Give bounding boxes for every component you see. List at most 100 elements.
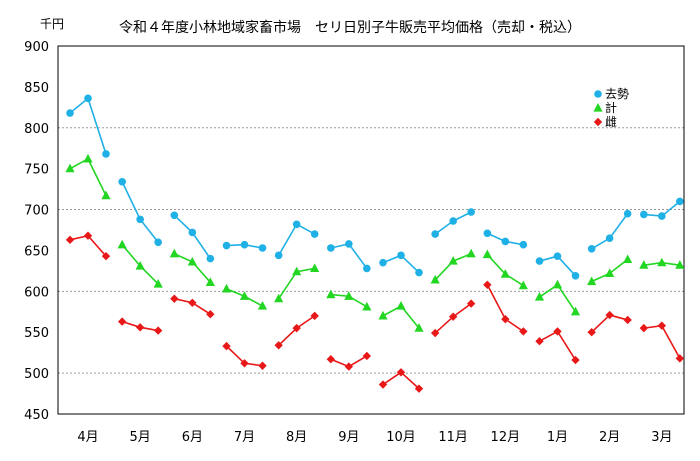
data-point [206,254,215,263]
data-point [448,256,458,265]
data-point [501,314,510,324]
data-point [292,323,301,333]
legend-label: 去勢 [605,86,629,101]
data-point [397,251,405,260]
data-point [414,384,424,393]
data-point [534,292,545,301]
data-point [153,278,163,288]
data-point [587,328,596,337]
data-point [552,279,563,289]
x-tick-label: 3月 [651,430,672,445]
data-point [676,197,684,206]
data-point [623,254,633,264]
data-point [431,230,439,238]
data-point [239,291,250,300]
data-point [170,294,179,303]
data-point [535,257,544,265]
data-point [344,291,354,300]
data-point [553,327,562,336]
data-point [466,248,476,258]
series-line [591,213,629,250]
x-tick-label: 11月 [438,430,468,445]
data-point [658,212,666,220]
data-point [640,210,648,219]
data-point [675,354,685,363]
x-tick-label: 12月 [491,430,521,445]
data-point [135,260,145,270]
data-point [378,380,388,389]
series-1 [66,94,684,280]
data-point [274,251,283,260]
data-point [500,269,510,278]
series-2 [65,153,685,332]
data-point [221,283,232,293]
data-point [84,94,92,103]
legend-marker [594,90,602,98]
data-point [258,244,267,252]
data-point [639,323,649,333]
y-tick-label: 450 [24,408,49,423]
data-point [187,256,197,266]
series-line [486,284,524,333]
data-point [292,266,302,276]
data-point [205,277,215,286]
y-axis-unit: 千円 [40,17,64,31]
data-point [170,211,179,220]
data-point [274,293,284,303]
data-point [483,229,492,238]
y-tick-label: 850 [24,81,49,96]
series-group [65,94,685,393]
legend-item: 去勢 [594,86,629,101]
data-point [362,301,372,311]
data-point [274,341,283,350]
data-point [518,280,528,290]
data-point [83,153,93,163]
data-point [326,355,336,364]
legend-marker [593,117,603,127]
data-point [292,220,301,229]
y-tick-label: 900 [24,40,49,55]
data-point [414,323,424,332]
data-point [310,263,320,273]
x-tick-label: 1月 [547,430,568,445]
series-line [69,157,107,197]
plot-frame [57,45,685,415]
series-line [539,283,577,313]
gridlines [58,127,684,374]
data-point [66,109,74,117]
series-line [539,330,577,361]
series-line [173,214,211,260]
x-tick-label: 8月 [286,430,307,445]
data-point [310,230,319,238]
x-tick-label: 4月 [77,430,98,445]
data-point [136,215,144,224]
data-point [344,362,354,371]
data-point [154,238,162,247]
series-line [277,223,316,256]
legend-item: 計 [593,100,617,115]
y-tick-label: 750 [24,163,49,178]
data-point [501,237,510,246]
data-point [605,310,614,320]
data-point [639,260,649,269]
data-point [587,276,597,286]
x-tick-label: 6月 [182,430,203,445]
data-point [415,268,423,277]
data-point [222,241,231,250]
data-point [535,337,544,346]
y-tick-label: 800 [24,122,49,137]
data-point [101,251,111,261]
data-point [570,306,581,316]
series-line [69,96,107,155]
data-point [587,245,596,253]
x-tick-label: 2月 [599,430,620,445]
legend-item: 雌 [593,114,617,129]
x-tick-label: 9月 [338,430,359,445]
legend-label: 計 [605,100,617,115]
data-point [117,317,127,326]
y-tick-label: 600 [24,285,49,300]
data-point [240,240,249,249]
data-point [396,368,406,377]
data-point [623,315,632,325]
